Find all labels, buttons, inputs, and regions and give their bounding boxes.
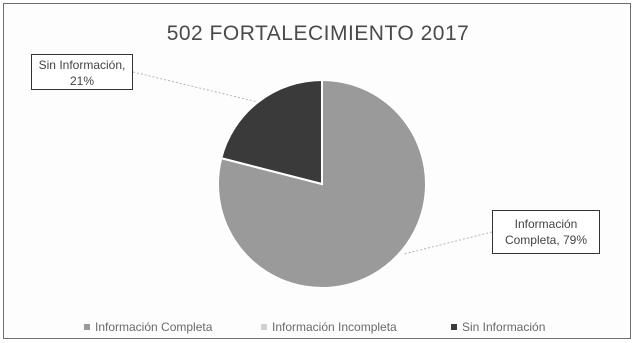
- legend-label: Información Completa: [95, 320, 213, 334]
- pie-chart: [132, 71, 493, 289]
- pie-slice-informacion-completa: [217, 78, 427, 289]
- chart-title: 502 FORTALECIMIENTO 2017: [166, 22, 470, 45]
- legend-label: Información Incompleta: [272, 320, 397, 334]
- leader-line-informacion-completa: [403, 231, 493, 255]
- data-label-sin-informacion: Sin Información, 21%: [31, 54, 133, 90]
- chart-frame: 502 FORTALECIMIENTO 2017 Sin Información…: [3, 3, 631, 339]
- legend-item-sin-informacion[interactable]: Sin Información: [451, 320, 545, 334]
- legend-swatch-icon: [84, 324, 90, 330]
- legend-item-informacion-incompleta[interactable]: Información Incompleta: [261, 320, 397, 334]
- data-label-informacion-completa-line2: Completa, 79%: [504, 233, 588, 247]
- data-label-informacion-completa-line1: Información: [514, 217, 578, 231]
- data-label-sin-informacion-line2: 21%: [69, 74, 95, 88]
- legend-label: Sin Información: [462, 320, 546, 334]
- data-label-sin-informacion-line1: Sin Información,: [38, 58, 126, 72]
- data-label-informacion-completa: Información Completa, 79%: [492, 210, 600, 254]
- legend-swatch-icon: [451, 324, 457, 330]
- leader-line-sin-informacion: [132, 71, 267, 105]
- pie-slice-sin-informacion: [220, 78, 323, 186]
- legend-swatch-icon: [261, 324, 267, 330]
- legend-item-informacion-completa[interactable]: Información Completa: [84, 320, 212, 334]
- leader-lines: [132, 71, 493, 255]
- pie-slices: [217, 78, 427, 289]
